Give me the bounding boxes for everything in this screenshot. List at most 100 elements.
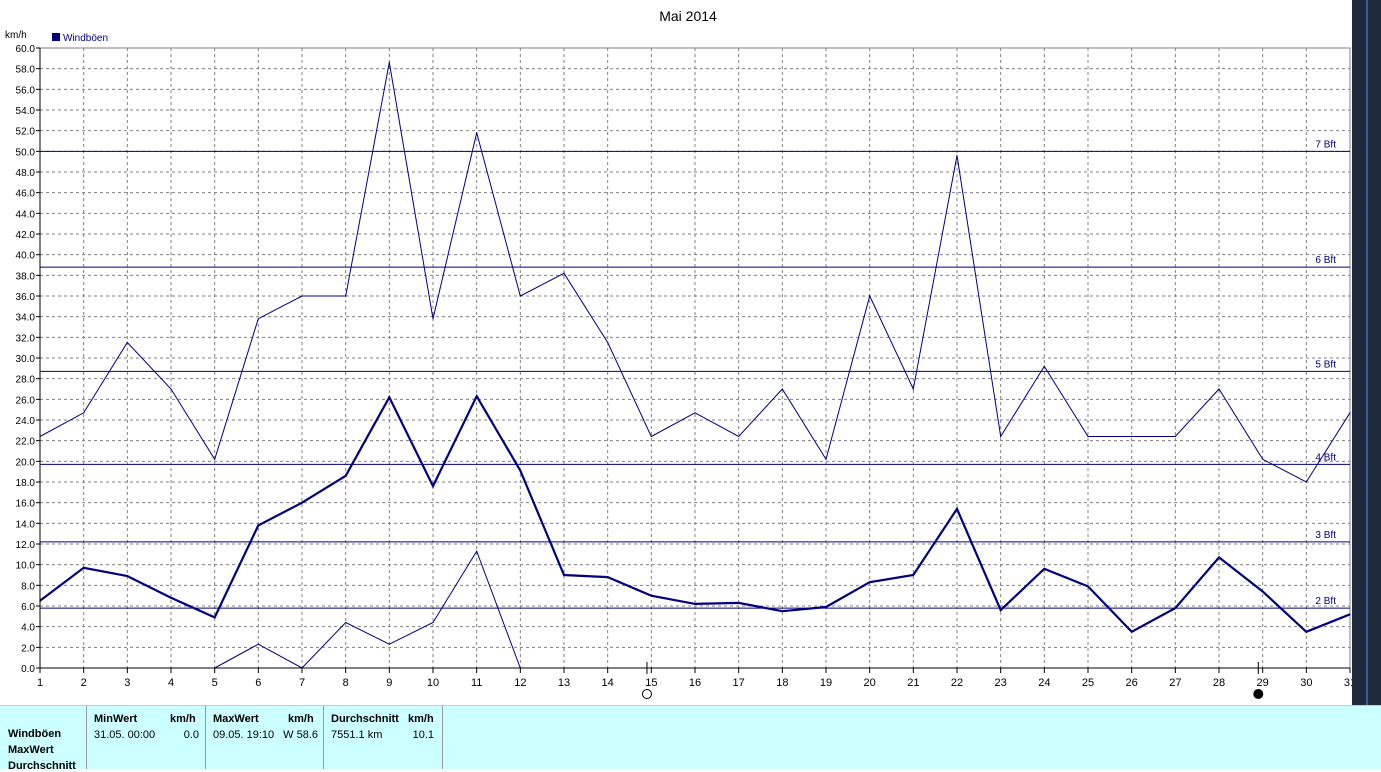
x-tick-label: 26 — [1126, 677, 1138, 689]
x-tick-label: 5 — [212, 677, 218, 689]
data-point-mean — [345, 475, 347, 477]
data-point-mean — [476, 395, 478, 397]
y-tick-label: 30.0 — [16, 354, 36, 365]
data-point-mean — [1262, 590, 1264, 593]
data-point-min — [345, 621, 347, 624]
data-point-mean — [956, 508, 958, 510]
x-tick-label: 27 — [1169, 677, 1181, 689]
x-tick-label: 15 — [645, 677, 657, 689]
data-point-max — [388, 61, 390, 64]
y-tick-label: 56.0 — [16, 85, 36, 96]
x-tick-label: 29 — [1257, 677, 1269, 689]
data-point-max — [170, 388, 172, 390]
x-tick-label: 31 — [1344, 677, 1352, 689]
data-point-mean — [170, 597, 172, 599]
y-tick-label: 46.0 — [16, 189, 36, 200]
stats-max-value: W 58.6 — [283, 729, 318, 741]
statistics-panel: Windböen MaxWert Durchschnitt MinWert km… — [0, 705, 1381, 772]
y-tick-label: 12.0 — [16, 540, 36, 551]
data-point-max — [1174, 435, 1176, 438]
y-tick-label: 2.0 — [21, 643, 35, 654]
data-point-max — [83, 412, 85, 414]
x-tick-label: 1 — [37, 677, 43, 689]
x-tick-label: 19 — [820, 677, 832, 689]
x-tick-label: 18 — [776, 677, 788, 689]
x-tick-label: 3 — [124, 677, 130, 689]
data-point-max — [650, 435, 652, 438]
beaufort-label: 5 Bft — [1315, 359, 1336, 370]
y-tick-label: 44.0 — [16, 209, 36, 220]
x-tick-label: 23 — [995, 677, 1007, 689]
data-point-mean — [1087, 585, 1089, 587]
x-tick-label: 10 — [427, 677, 439, 689]
x-tick-label: 4 — [168, 677, 174, 689]
y-tick-label: 6.0 — [21, 602, 35, 613]
x-tick-label: 9 — [386, 677, 392, 689]
data-point-max — [1043, 365, 1045, 367]
data-point-mean — [126, 575, 128, 577]
data-point-max — [214, 458, 216, 460]
data-point-max — [825, 458, 827, 460]
data-point-max — [607, 341, 609, 344]
data-point-max — [257, 318, 259, 320]
data-point-mean — [519, 470, 521, 472]
data-point-max — [1262, 458, 1264, 460]
y-tick-label: 52.0 — [16, 127, 36, 138]
stats-avg-unit: km/h — [408, 713, 434, 725]
y-tick-label: 54.0 — [16, 106, 36, 117]
legend-entry: Windböen — [63, 33, 108, 44]
y-tick-label: 26.0 — [16, 395, 36, 406]
data-point-max — [345, 295, 347, 297]
beaufort-label: 4 Bft — [1315, 452, 1336, 463]
stats-min-header: MinWert — [94, 713, 138, 725]
legend-swatch — [52, 33, 60, 41]
data-point-min — [257, 643, 259, 645]
x-tick-label: 20 — [864, 677, 876, 689]
stats-max-unit: km/h — [288, 713, 314, 725]
x-tick-label: 11 — [471, 677, 482, 689]
stats-min-value: 0.0 — [183, 729, 199, 741]
y-tick-label: 38.0 — [16, 271, 36, 282]
x-tick-label: 2 — [81, 677, 87, 689]
data-point-max — [432, 318, 434, 320]
beaufort-label: 3 Bft — [1315, 530, 1336, 541]
x-tick-label: 22 — [951, 677, 963, 689]
y-tick-label: 32.0 — [16, 333, 36, 344]
data-point-max — [1131, 435, 1133, 438]
data-point-mean — [214, 616, 216, 618]
data-point-max — [1000, 435, 1002, 438]
x-tick-label: 24 — [1038, 677, 1050, 689]
data-point-mean — [388, 396, 390, 398]
stats-min-unit: km/h — [170, 713, 196, 725]
data-point-max — [869, 295, 871, 297]
grid — [39, 47, 1351, 669]
axes: 1 2 3 4 5 6 7 8 9 10 11 12 13 14 15 16 17 18 19 20 21 22 23 24 2… — [16, 44, 1352, 689]
x-tick-label: 14 — [602, 677, 614, 689]
data-point-mean — [738, 602, 740, 604]
data-point-mean — [781, 610, 783, 612]
stats-row-label: Durchschnitt — [8, 760, 76, 772]
data-point-min — [388, 643, 390, 645]
data-point-max — [1218, 388, 1220, 390]
data-point-max — [519, 295, 521, 297]
y-tick-label: 0.0 — [21, 664, 35, 675]
data-point-mean — [83, 567, 85, 569]
beaufort-label: 6 Bft — [1315, 255, 1336, 266]
moon-new-icon — [1253, 689, 1264, 699]
y-tick-label: 4.0 — [21, 623, 35, 634]
data-point-max — [912, 388, 914, 390]
y-tick-label: 40.0 — [16, 251, 36, 262]
x-tick-label: 17 — [733, 677, 745, 689]
window-edge — [1352, 0, 1381, 705]
y-axis-label: km/h — [5, 30, 27, 41]
x-tick-label: 13 — [558, 677, 570, 689]
data-point-min — [432, 621, 434, 624]
series-lines — [39, 61, 1351, 669]
y-tick-label: 60.0 — [16, 44, 36, 55]
x-tick-label: 6 — [255, 677, 261, 689]
y-tick-label: 34.0 — [16, 313, 36, 324]
series-line-min — [214, 550, 521, 669]
data-point-mean — [825, 606, 827, 608]
stats-max-column: MaxWert km/h 09.05. 19:10 W 58.6 — [205, 706, 324, 769]
y-tick-label: 58.0 — [16, 65, 36, 76]
